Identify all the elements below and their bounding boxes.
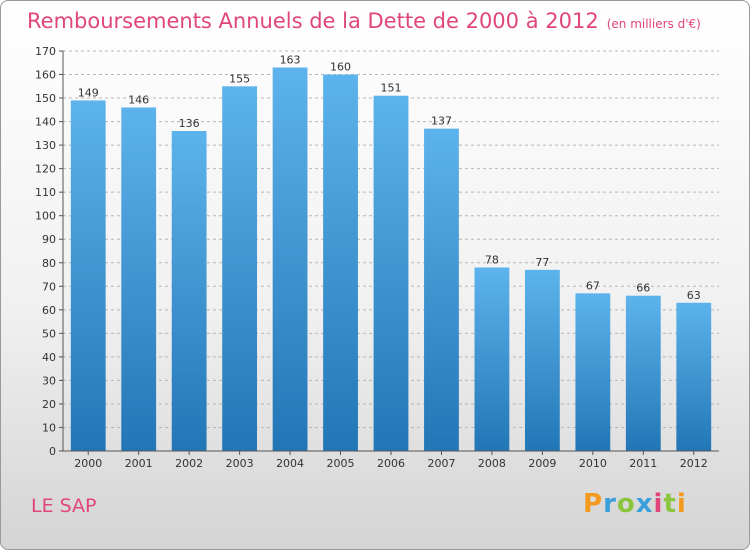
x-tick-label: 2008: [478, 457, 506, 470]
x-tick-label: 2002: [175, 457, 203, 470]
bar-2003: [222, 86, 258, 451]
axes: 0 10 20 30 40 50 60 70 80 90 100 110 120 130 140 150 160…: [35, 45, 719, 470]
bar-value-label: 155: [229, 72, 250, 85]
x-tick-label: 2011: [629, 457, 657, 470]
bar-2005: [323, 74, 358, 451]
bar-2007: [424, 128, 459, 451]
y-tick-label: 60: [42, 304, 56, 317]
bar-2006: [373, 95, 409, 452]
y-tick-label: 160: [35, 69, 56, 82]
y-tick-label: 20: [42, 398, 56, 411]
y-tick-label: 170: [35, 45, 56, 58]
x-tick-label: 2003: [226, 457, 254, 470]
bar-value-label: 67: [586, 279, 600, 292]
y-tick-label: 90: [42, 233, 56, 246]
y-tick-label: 110: [35, 186, 56, 199]
bar-value-label: 160: [330, 61, 351, 74]
bar-2011: [625, 295, 661, 451]
y-tick-label: 80: [42, 257, 56, 270]
bar-value-label: 151: [381, 82, 402, 95]
bar-value-label: 78: [485, 253, 499, 266]
bar-2008: [474, 267, 510, 451]
bar-value-label: 136: [179, 117, 200, 130]
x-tick-label: 2005: [327, 457, 355, 470]
bar-value-label: 163: [280, 53, 301, 66]
bar-value-label: 149: [78, 86, 99, 99]
x-tick-label: 2004: [276, 457, 304, 470]
y-tick-label: 40: [42, 351, 56, 364]
bar-value-label: 137: [431, 115, 452, 128]
x-tick-label: 2009: [528, 457, 556, 470]
y-tick-label: 140: [35, 116, 56, 129]
bar-2010: [575, 293, 611, 451]
chart-title-text: Remboursements Annuels de la Dette de 20…: [27, 9, 599, 33]
bar-2012: [676, 302, 712, 451]
chart-title: Remboursements Annuels de la Dette de 20…: [27, 9, 701, 33]
y-tick-label: 70: [42, 280, 56, 293]
x-tick-label: 2007: [427, 457, 455, 470]
y-tick-label: 100: [35, 210, 56, 223]
bar-2004: [272, 67, 308, 452]
bar-2001: [121, 107, 157, 452]
proxiti-logo: Proxiti: [583, 489, 687, 519]
y-tick-label: 30: [42, 374, 56, 387]
y-tick-label: 50: [42, 327, 56, 340]
y-tick-label: 120: [35, 163, 56, 176]
bar-2002: [171, 131, 207, 451]
bar-value-label: 63: [687, 289, 701, 302]
x-tick-label: 2001: [125, 457, 153, 470]
bar-value-label: 146: [128, 93, 149, 106]
commune-name: LE SAP: [31, 495, 97, 517]
x-tick-label: 2012: [680, 457, 708, 470]
x-tick-label: 2010: [579, 457, 607, 470]
y-tick-label: 130: [35, 139, 56, 152]
bar-2009: [524, 269, 560, 451]
y-tick-label: 150: [35, 92, 56, 105]
y-tick-label: 10: [42, 421, 56, 434]
x-tick-label: 2000: [74, 457, 102, 470]
bar-2000: [70, 100, 106, 451]
chart-unit: (en milliers d'€): [606, 17, 701, 31]
x-tick-label: 2006: [377, 457, 405, 470]
bar-value-label: 66: [636, 282, 650, 295]
bars: 149 146 136 155 163 160 151 137 78 77 67 66 63: [70, 53, 712, 452]
y-tick-label: 0: [49, 445, 56, 458]
bar-value-label: 77: [535, 256, 549, 269]
